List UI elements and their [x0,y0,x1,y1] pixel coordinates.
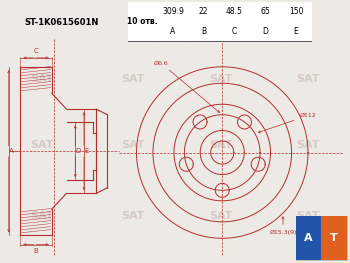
Text: ST-1K0615601N: ST-1K0615601N [24,18,98,27]
Text: B: B [201,27,206,36]
Text: 48.5: 48.5 [226,7,243,17]
Text: C: C [232,27,237,36]
Text: SAT: SAT [121,74,145,84]
Text: SAT: SAT [296,74,320,84]
Text: SAT: SAT [296,140,320,150]
Text: A: A [170,27,176,36]
Text: E: E [85,148,89,154]
Text: 309.9: 309.9 [162,7,184,17]
Bar [321,216,346,260]
Text: SAT: SAT [121,211,145,221]
FancyBboxPatch shape [296,216,346,260]
Text: Ø15.3(9): Ø15.3(9) [270,217,297,235]
Text: T: T [330,233,338,243]
Text: SAT: SAT [209,211,232,221]
Text: D: D [262,27,268,36]
Text: C: C [34,48,38,54]
Text: A: A [304,233,313,243]
Text: SAT: SAT [30,140,54,150]
Text: 22: 22 [199,7,209,17]
Text: Ø6.6: Ø6.6 [154,60,219,113]
Text: B: B [34,248,38,254]
Text: Ø112: Ø112 [258,113,316,133]
Text: D: D [75,148,80,154]
Bar [296,216,321,260]
Text: SAT: SAT [30,74,54,84]
Bar [128,2,312,41]
Text: SAT: SAT [30,211,54,221]
Text: SAT: SAT [121,140,145,150]
Text: 65: 65 [260,7,270,17]
Text: 10 отв.: 10 отв. [127,17,158,26]
Text: SAT: SAT [296,211,320,221]
Text: E: E [294,27,299,36]
Text: SAT: SAT [209,74,232,84]
Text: A: A [9,148,14,154]
Text: SAT: SAT [209,140,232,150]
Text: 150: 150 [289,7,303,17]
